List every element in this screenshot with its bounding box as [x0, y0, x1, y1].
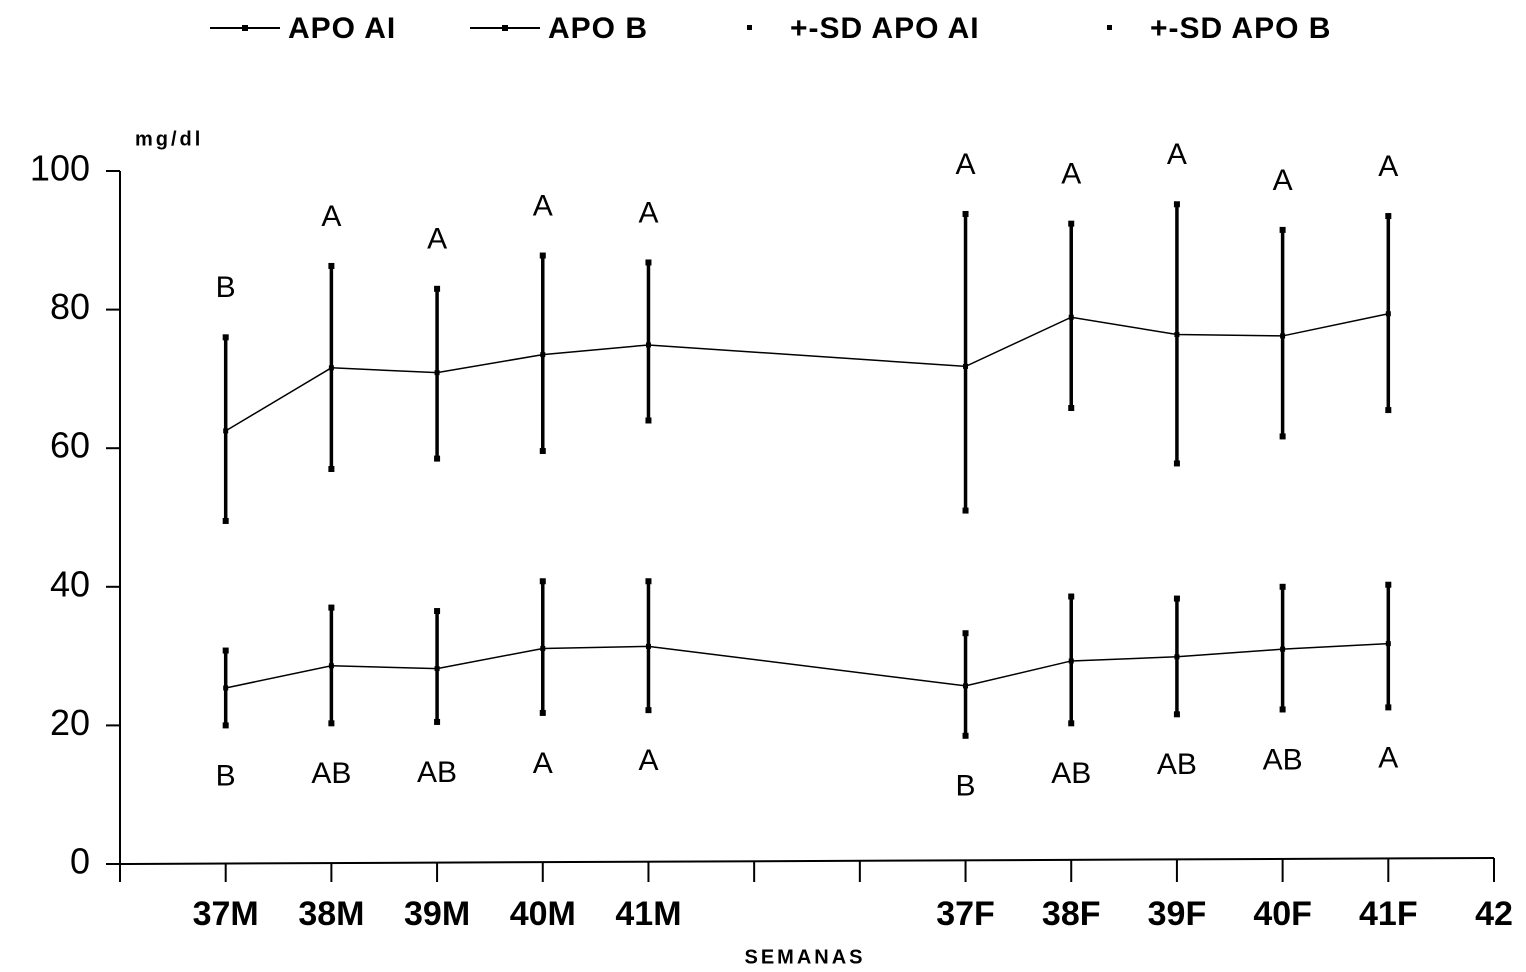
sd-point: [539, 578, 546, 585]
x-tick-label: 40M: [510, 895, 576, 933]
x-tick-label: 38F: [1042, 895, 1101, 933]
significance-letter: A: [638, 196, 658, 229]
sd-point: [1068, 220, 1075, 227]
sd-point: [434, 455, 441, 462]
sd-point: [1173, 595, 1180, 602]
significance-letter: A: [1378, 150, 1398, 183]
sd-point: [222, 334, 229, 341]
sd-point: [222, 722, 229, 729]
sd-point: [1068, 405, 1075, 412]
significance-letter: AB: [1157, 748, 1197, 781]
significance-letter: A: [1061, 158, 1081, 191]
y-tick-label: 100: [30, 148, 90, 189]
series-line: [225, 642, 1389, 689]
significance-letter: AB: [1051, 757, 1091, 790]
sd-point: [645, 578, 652, 585]
significance-letter: B: [956, 770, 976, 803]
sd-point: [539, 709, 546, 716]
sd-point: [328, 262, 335, 269]
x-axis: [119, 857, 1495, 865]
significance-letter: B: [216, 271, 236, 304]
sd-point: [962, 630, 969, 637]
sd-point: [1173, 201, 1180, 208]
x-tick-label: 38M: [298, 895, 364, 933]
sd-point: [1173, 711, 1180, 718]
sd-point: [1279, 706, 1286, 713]
legend-marker: [1107, 25, 1112, 30]
x-tick-label: 39M: [404, 895, 470, 933]
sd-point: [328, 720, 335, 727]
legend-label: APO AI: [288, 12, 396, 45]
x-tick-label: 37F: [936, 895, 995, 933]
legend-marker: [747, 25, 752, 30]
x-tick-label: 39F: [1148, 895, 1207, 933]
sd-point: [539, 252, 546, 259]
sd-point: [1385, 581, 1392, 588]
sd-point: [962, 210, 969, 217]
y-axis-title: mg/dl: [135, 128, 203, 150]
y-tick-label: 40: [50, 563, 90, 604]
y-tick-label: 80: [50, 286, 90, 327]
significance-letter: A: [638, 744, 658, 777]
sd-point: [1279, 433, 1286, 440]
x-tick-label: 41M: [615, 895, 681, 933]
significance-letter: AB: [1263, 743, 1303, 776]
x-tick-label: 41F: [1359, 895, 1418, 933]
sd-point: [1068, 593, 1075, 600]
sd-point: [434, 718, 441, 725]
significance-letter: A: [1167, 138, 1187, 171]
significance-letter: A: [1273, 164, 1293, 197]
significance-letter: A: [1378, 741, 1398, 774]
y-tick-label: 20: [50, 702, 90, 743]
sd-point: [1385, 407, 1392, 414]
y-tick-label: 0: [70, 841, 90, 882]
sd-point: [222, 647, 229, 654]
y-tick-label: 60: [50, 425, 90, 466]
sd-point: [539, 447, 546, 454]
sd-point: [1068, 720, 1075, 727]
sd-point: [328, 604, 335, 611]
significance-letter: B: [216, 759, 236, 792]
sd-point: [1385, 704, 1392, 711]
sd-point: [1173, 460, 1180, 467]
sd-point: [962, 507, 969, 514]
sd-point: [1279, 226, 1286, 233]
x-tick-label: 37M: [193, 895, 259, 933]
x-axis-title: SEMANAS: [744, 946, 865, 968]
sd-point: [1385, 213, 1392, 220]
significance-letter: A: [321, 200, 341, 233]
significance-letter: AB: [417, 756, 457, 789]
legend-label: +-SD APO B: [1150, 12, 1331, 45]
significance-letter: A: [533, 747, 553, 780]
sd-point: [1279, 583, 1286, 590]
sd-point: [962, 732, 969, 739]
legend-label: APO B: [548, 12, 648, 45]
significance-letter: AB: [311, 757, 351, 790]
sd-point: [434, 285, 441, 292]
sd-point: [434, 608, 441, 615]
legend-label: +-SD APO AI: [790, 12, 980, 45]
sd-point: [328, 465, 335, 472]
sd-point: [645, 707, 652, 714]
x-tick-label: 40F: [1253, 895, 1312, 933]
sd-point: [645, 259, 652, 266]
x-tick-label: 42: [1475, 895, 1513, 933]
significance-letter: A: [427, 223, 447, 256]
significance-letter: A: [956, 148, 976, 181]
sd-point: [222, 517, 229, 524]
legend-marker: [502, 25, 508, 31]
series-line: [225, 313, 1389, 432]
sd-point: [645, 417, 652, 424]
significance-letter: A: [533, 189, 553, 222]
legend-marker: [242, 25, 248, 31]
